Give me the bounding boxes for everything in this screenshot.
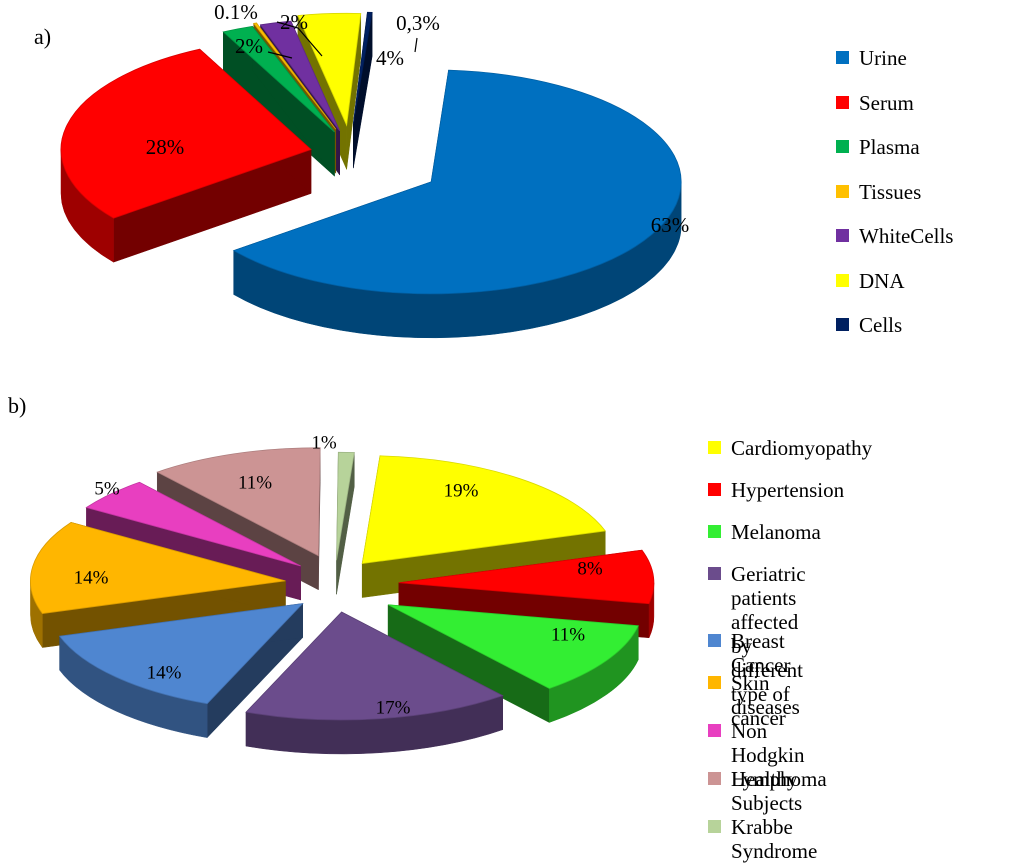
legend-swatch (708, 525, 721, 538)
legend-item-hypertension: Hypertension (708, 478, 844, 502)
leader-line-tissues (276, 21, 323, 57)
value-label-cardiomyopathy: 19% (444, 480, 479, 501)
legend-label: Hypertension (731, 478, 845, 502)
slice-tissues (252, 22, 337, 130)
legend-swatch (708, 483, 721, 496)
legend-label: Cardiomyopathy (731, 436, 873, 460)
legend-swatch (836, 184, 849, 198)
legend-swatch (836, 229, 849, 242)
legend-swatch (836, 318, 849, 331)
legend-item-krabbe-syndrome: Krabbe Syndrome (708, 815, 817, 863)
pie-chart-b: 19% 8% 11% 17% 14% 14% 5% 11% 1% (30, 432, 655, 755)
slice-geriatric-patients-affected-by-different-type-of-cancer (245, 611, 504, 721)
legend-swatch (836, 51, 849, 64)
pie-chart-a: 63% 28% 2% 0.1% 2% 4% 0,3% (60, 0, 690, 339)
slice-healthy-subjects (156, 447, 321, 557)
legend-item-skin-diseases: Skin diseases (708, 671, 800, 719)
slice-non-hodgkin-lymphoma (85, 481, 301, 567)
value-label-non-hodgkin-lymphoma: 5% (94, 478, 120, 499)
slice-skin-diseases (30, 521, 286, 614)
slice-cells (352, 11, 373, 125)
value-label-serum: 28% (146, 135, 185, 159)
value-label-geriatric-patients-affected-by-different-type-of-cancer: 17% (376, 697, 411, 718)
legend-swatch (708, 772, 721, 785)
legend-label: Tissues (859, 179, 922, 204)
legend-item-tissues: Tissues (836, 180, 921, 204)
legend-swatch (708, 820, 721, 833)
value-label-cells: 0,3% (396, 11, 440, 35)
legend-item-plasma: Plasma (836, 135, 920, 159)
legend-label: Breast Cancer (731, 629, 791, 677)
panel-label-a: a) (34, 24, 52, 49)
leader-lines (267, 21, 418, 59)
legend-label: Plasma (859, 135, 920, 159)
legend-item-melanoma: Melanoma (708, 520, 821, 544)
legend-swatch (836, 95, 849, 109)
legend-swatch (708, 676, 721, 689)
legend-label: Serum (859, 90, 914, 115)
slice-melanoma (387, 604, 639, 689)
value-label-hypertension: 8% (577, 558, 603, 579)
value-label-breast-cancer: 14% (147, 662, 182, 683)
legend-label: Melanoma (731, 520, 821, 544)
legend-item-whitecells: WhiteCells (836, 224, 953, 248)
legend-item-urine: Urine (836, 46, 907, 70)
legend-label: Skin diseases (731, 671, 800, 719)
value-label-skin-diseases: 14% (74, 567, 109, 588)
value-label-plasma: 2% (235, 34, 263, 58)
slice-breast-cancer (58, 602, 304, 705)
legend-item-cardiomyopathy: Cardiomyopathy (708, 436, 872, 460)
slice-krabbe-syndrome (336, 451, 355, 561)
value-label-tissues: 0.1% (214, 0, 258, 24)
legend-label: Geriatric patients affected by different… (731, 562, 806, 730)
value-label-whitecells: 2% (280, 10, 308, 34)
figure: 63% 28% 2% 0.1% 2% 4% 0,3% 19% 8% 11% 17% 14% 14% 5%… (30, 0, 690, 755)
panel-label-b: b) (8, 393, 27, 418)
legend-item-geriatric-patients-affected-by-different-type-of-cancer: Geriatric patients affected by different… (708, 562, 806, 730)
legend-label: Non Hodgkin Lymphoma (731, 719, 827, 791)
legend-item-breast-cancer: Breast Cancer (708, 629, 790, 677)
value-label-urine: 63% (651, 213, 690, 237)
value-label-dna: 4% (376, 46, 404, 70)
legend-item-cells: Cells (836, 313, 902, 337)
legend-item-non-hodgkin-lymphoma: Non Hodgkin Lymphoma (708, 719, 827, 791)
legend-label: Krabbe Syndrome (731, 815, 818, 863)
legend-item-serum: Serum (836, 91, 914, 115)
legend-item-healthy-subjects: Healthy Subjects (708, 767, 802, 815)
legend-swatch (708, 567, 721, 580)
slice-hypertension (398, 549, 655, 605)
leader-line-cells (414, 37, 418, 53)
legend-swatch (836, 273, 849, 287)
slice-urine (232, 69, 682, 295)
value-label-melanoma: 11% (551, 624, 585, 645)
slice-serum (60, 48, 312, 219)
legend-label: DNA (859, 268, 905, 293)
legend-label: Healthy Subjects (731, 767, 803, 815)
value-label-healthy-subjects: 11% (238, 472, 272, 493)
leader-line-plasma (267, 51, 293, 59)
slice-plasma (222, 25, 335, 133)
slice-whitecells (259, 20, 341, 132)
legend-swatch (708, 724, 721, 737)
legend-swatch (708, 634, 721, 647)
legend-swatch (708, 441, 721, 454)
value-label-krabbe-syndrome: 1% (311, 432, 337, 453)
legend-label: WhiteCells (859, 224, 954, 248)
legend-swatch (836, 140, 849, 153)
legend-item-dna: DNA (836, 269, 905, 293)
legend-label: Urine (859, 46, 907, 70)
legend-label: Cells (859, 313, 903, 337)
slice-cardiomyopathy (361, 455, 607, 565)
slice-dna (297, 12, 362, 127)
